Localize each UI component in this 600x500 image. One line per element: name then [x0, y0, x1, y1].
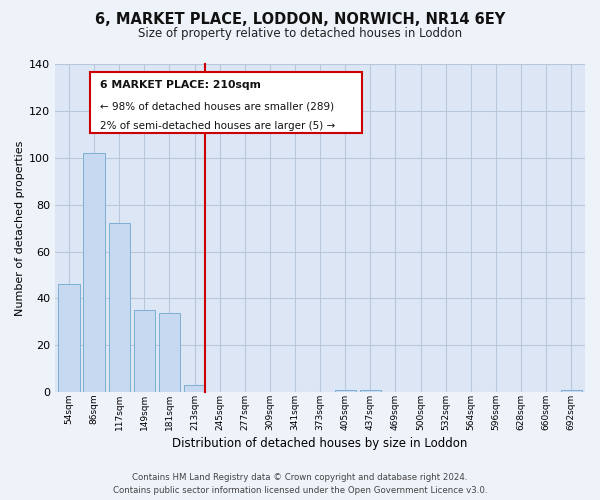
Bar [159, 312, 180, 392]
Bar [359, 390, 381, 392]
Bar [560, 390, 582, 392]
Bar [58, 284, 80, 393]
Text: 6 MARKET PLACE: 210sqm: 6 MARKET PLACE: 210sqm [100, 80, 261, 90]
Bar [83, 153, 105, 392]
Bar [335, 390, 356, 392]
Bar [109, 224, 130, 392]
X-axis label: Distribution of detached houses by size in Loddon: Distribution of detached houses by size … [172, 437, 468, 450]
Text: ← 98% of detached houses are smaller (289): ← 98% of detached houses are smaller (28… [100, 101, 334, 111]
Text: 2% of semi-detached houses are larger (5) →: 2% of semi-detached houses are larger (5… [100, 122, 335, 132]
Text: Size of property relative to detached houses in Loddon: Size of property relative to detached ho… [138, 28, 462, 40]
Text: 6, MARKET PLACE, LODDON, NORWICH, NR14 6EY: 6, MARKET PLACE, LODDON, NORWICH, NR14 6… [95, 12, 505, 28]
Bar [134, 310, 155, 392]
Text: Contains HM Land Registry data © Crown copyright and database right 2024.
Contai: Contains HM Land Registry data © Crown c… [113, 473, 487, 495]
Y-axis label: Number of detached properties: Number of detached properties [15, 140, 25, 316]
Bar [184, 386, 205, 392]
FancyBboxPatch shape [89, 72, 362, 133]
